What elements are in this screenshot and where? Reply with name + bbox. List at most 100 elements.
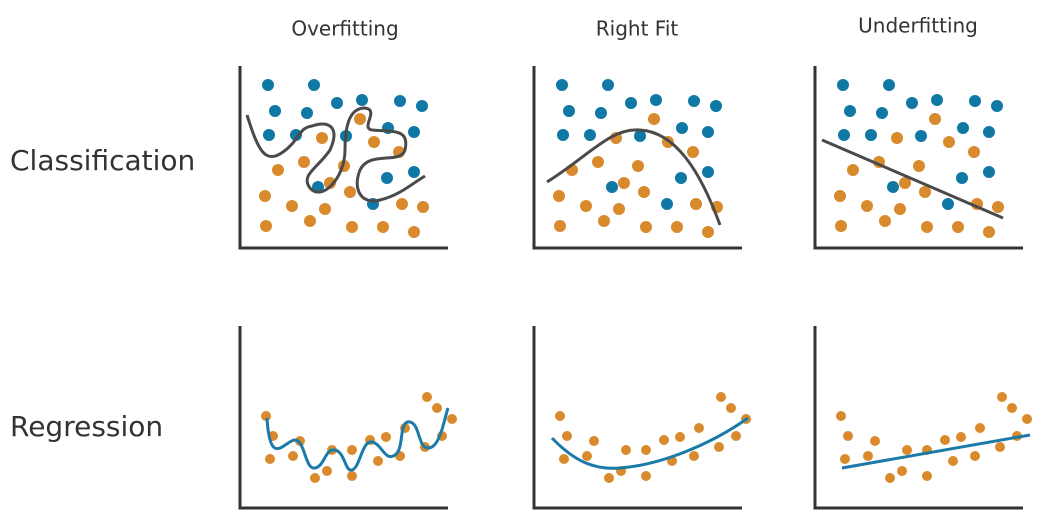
sample-point — [843, 431, 853, 441]
regression-curve — [265, 407, 450, 472]
axis — [532, 326, 742, 510]
class-a-point — [290, 129, 302, 141]
sample-point — [997, 392, 1007, 402]
class-b-point — [368, 136, 380, 148]
class-a-point — [956, 172, 968, 184]
class-a-point — [584, 129, 596, 141]
sample-point — [870, 436, 880, 446]
class-a-point — [675, 172, 687, 184]
class-a-point — [702, 126, 714, 138]
class-b-point — [968, 146, 980, 158]
class-a-point — [844, 105, 856, 117]
class-a-point — [634, 130, 646, 142]
class-b-point — [324, 177, 336, 189]
regression-curve — [841, 433, 1031, 470]
class-a-point — [883, 79, 895, 91]
sample-point — [1007, 403, 1017, 413]
class-a-point — [381, 172, 393, 184]
class-b-point — [899, 177, 911, 189]
class-a-point — [865, 129, 877, 141]
class-a-point — [710, 100, 722, 112]
class-b-point — [913, 160, 925, 172]
class-a-point — [688, 95, 700, 107]
class-b-point — [921, 221, 933, 233]
class-a-point — [702, 166, 714, 178]
sample-point — [885, 473, 895, 483]
sample-point — [659, 435, 669, 445]
sample-point — [288, 451, 298, 461]
sample-point — [432, 403, 442, 413]
class-a-point — [602, 79, 614, 91]
sample-point — [970, 451, 980, 461]
class-b-point — [286, 200, 298, 212]
sample-point — [675, 432, 685, 442]
sample-point — [1022, 414, 1032, 424]
class-a-point — [301, 107, 313, 119]
class-a-point — [408, 126, 420, 138]
plots — [238, 66, 1032, 510]
class-b-point — [879, 215, 891, 227]
sample-point — [589, 436, 599, 446]
class-a-point — [269, 105, 281, 117]
class-b-point — [613, 203, 625, 215]
class-a-point — [263, 129, 275, 141]
class-b-point — [298, 156, 310, 168]
sample-point — [322, 466, 332, 476]
sample-point — [347, 445, 357, 455]
class-a-point — [606, 181, 618, 193]
class-a-point — [262, 79, 274, 91]
class-b-point — [598, 215, 610, 227]
class-b-point — [553, 190, 565, 202]
class-a-point — [595, 107, 607, 119]
class-b-point — [304, 215, 316, 227]
sample-point — [836, 411, 846, 421]
class-b-point — [618, 177, 630, 189]
class-a-point — [838, 129, 850, 141]
class-b-point — [344, 186, 356, 198]
class-b-point — [259, 190, 271, 202]
sample-point — [995, 442, 1005, 452]
sample-point — [863, 451, 873, 461]
class-a-point — [969, 95, 981, 107]
sample-point — [621, 445, 631, 455]
class-b-point — [580, 200, 592, 212]
sample-point — [714, 442, 724, 452]
class-b-point — [894, 203, 906, 215]
class-b-point — [983, 226, 995, 238]
class-a-point — [915, 130, 927, 142]
class-b-point — [861, 200, 873, 212]
sample-point — [381, 432, 391, 442]
column-title: Right Fit — [596, 17, 679, 41]
axis — [813, 326, 1023, 510]
class-b-point — [346, 221, 358, 233]
class-b-point — [377, 221, 389, 233]
axis — [813, 66, 1023, 250]
class-b-point — [554, 220, 566, 232]
sample-point — [731, 431, 741, 441]
class-a-point — [876, 107, 888, 119]
decision-boundary — [821, 138, 1004, 220]
class-a-point — [957, 122, 969, 134]
row-label: Classification — [10, 144, 195, 177]
class-b-point — [638, 186, 650, 198]
class-a-point — [408, 166, 420, 178]
class-a-point — [887, 181, 899, 193]
sample-point — [422, 392, 432, 402]
row-label: Regression — [10, 410, 163, 443]
class-b-point — [891, 132, 903, 144]
axis — [238, 66, 448, 250]
class-a-point — [416, 100, 428, 112]
column-title: Overfitting — [291, 17, 398, 41]
class-b-point — [835, 220, 847, 232]
sample-point — [940, 435, 950, 445]
sample-point — [897, 466, 907, 476]
decision-boundary — [245, 106, 426, 203]
sample-point — [922, 471, 932, 481]
class-b-point — [417, 201, 429, 213]
class-b-point — [847, 164, 859, 176]
sample-point — [310, 473, 320, 483]
class-b-point — [632, 160, 644, 172]
class-b-point — [687, 146, 699, 158]
class-b-point — [319, 203, 331, 215]
class-a-point — [394, 95, 406, 107]
